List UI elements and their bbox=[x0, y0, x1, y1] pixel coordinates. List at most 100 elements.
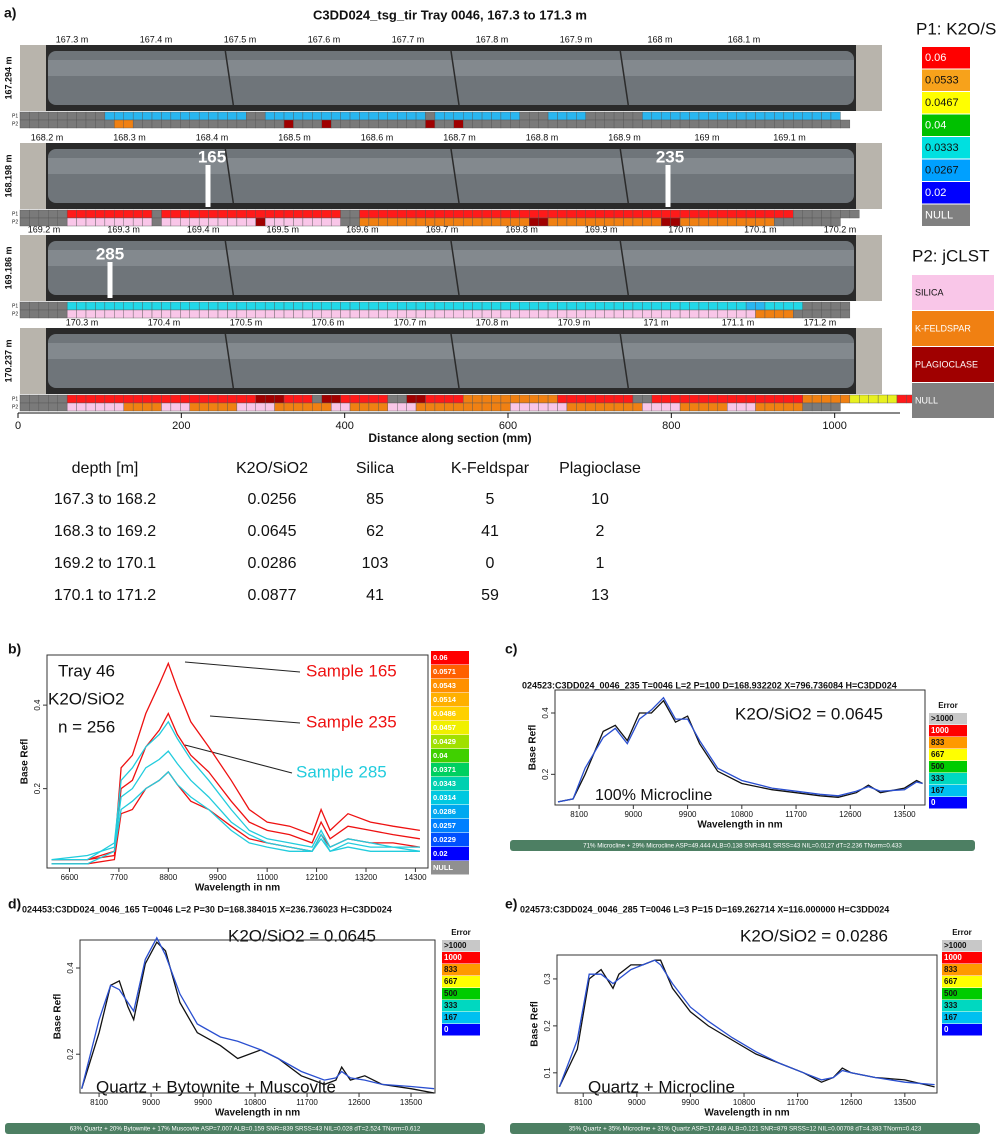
footer-text: 35% Quartz + 35% Microcline + 31% Quartz… bbox=[569, 1126, 922, 1133]
core-crack bbox=[450, 148, 460, 204]
footer-text: 71% Microcline + 29% Microcline ASP=49.4… bbox=[583, 843, 902, 850]
strip-cell bbox=[613, 111, 624, 121]
strip-cell bbox=[811, 217, 822, 227]
strip-cell bbox=[764, 309, 775, 319]
sample-label: Sample 165 bbox=[306, 661, 397, 680]
strip-cell bbox=[378, 111, 388, 121]
strip-cell bbox=[104, 209, 115, 219]
strip-cell bbox=[321, 394, 332, 404]
depth-tick-label: 169.2 m bbox=[28, 224, 61, 234]
strip-cell bbox=[717, 402, 728, 412]
legend-swatch bbox=[922, 69, 970, 91]
y-axis-label: Base Refl bbox=[530, 1001, 541, 1047]
table-cell: 2 bbox=[596, 523, 605, 540]
x-tick-label: 11700 bbox=[296, 1098, 318, 1107]
strip-cell bbox=[425, 119, 436, 129]
strip-cell bbox=[170, 402, 181, 412]
strip-cell bbox=[85, 301, 96, 311]
strip-cell bbox=[378, 394, 388, 404]
annotation: K2O/SiO2 bbox=[48, 689, 125, 708]
strip-cell bbox=[698, 209, 709, 219]
spectrum-line bbox=[558, 959, 935, 1088]
core-crack bbox=[224, 333, 235, 389]
legend-swatch bbox=[922, 137, 970, 159]
strip-cell bbox=[66, 209, 77, 219]
strip-cell bbox=[180, 209, 190, 219]
y-tick-label: 0.3 bbox=[543, 973, 552, 985]
strip-cell bbox=[453, 402, 464, 412]
strip-cell bbox=[57, 402, 68, 412]
table-cell: 0.0645 bbox=[248, 523, 297, 540]
strip-cell bbox=[293, 209, 304, 219]
legend-swatch bbox=[942, 964, 982, 976]
legend-swatch bbox=[942, 940, 982, 952]
strip-cell bbox=[661, 301, 671, 311]
table-cell: 10 bbox=[591, 491, 609, 508]
strip-cell bbox=[538, 301, 549, 311]
strip-cell bbox=[444, 301, 454, 311]
strip-cell bbox=[887, 394, 898, 404]
core-sample bbox=[48, 149, 854, 203]
strip-cell bbox=[142, 402, 153, 412]
strip-cell bbox=[651, 209, 662, 219]
legend-title: P2: jCLST bbox=[912, 246, 989, 265]
strip-cell bbox=[349, 402, 360, 412]
colorbar-swatch bbox=[431, 805, 469, 819]
strip-cell bbox=[510, 301, 520, 311]
spectrum-line bbox=[51, 720, 420, 861]
strip-cell bbox=[217, 402, 228, 412]
strip-cell bbox=[613, 309, 624, 319]
strip-cell bbox=[519, 301, 530, 311]
strip-cell bbox=[38, 119, 49, 129]
strip-cell bbox=[745, 119, 756, 129]
strip-cell bbox=[246, 111, 256, 121]
x-tick-label: 800 bbox=[662, 420, 680, 432]
depth-tick-label: 170.9 m bbox=[558, 317, 591, 327]
x-axis-label: Wavelength in nm bbox=[697, 820, 782, 831]
panel-label: a) bbox=[4, 5, 16, 21]
strip-cell bbox=[274, 119, 285, 129]
strip-cell bbox=[29, 309, 40, 319]
strip-cell bbox=[651, 119, 662, 129]
x-tick-label: 600 bbox=[499, 420, 517, 432]
legend-label: 167 bbox=[444, 1013, 458, 1022]
core-tray-end bbox=[856, 235, 882, 301]
strip-cell bbox=[29, 394, 40, 404]
strip-cell bbox=[236, 111, 247, 121]
strip-cell bbox=[397, 301, 407, 311]
strip-cell bbox=[613, 402, 624, 412]
strip-cell bbox=[387, 402, 398, 412]
legend-swatch bbox=[442, 952, 480, 964]
strip-cell bbox=[349, 394, 360, 404]
annotation-bar bbox=[107, 262, 113, 298]
legend-label: 500 bbox=[944, 989, 958, 998]
annotation: K2O/SiO2 = 0.0286 bbox=[740, 926, 888, 945]
strip-cell bbox=[651, 217, 662, 227]
strip-cell bbox=[189, 394, 200, 404]
strip-cell bbox=[689, 402, 700, 412]
strip-cell bbox=[529, 402, 539, 412]
table-cell: 0.0877 bbox=[248, 587, 297, 604]
strip-cell bbox=[689, 309, 700, 319]
strip-cell bbox=[840, 209, 851, 219]
strip-cell bbox=[114, 111, 124, 121]
legend-swatch bbox=[912, 347, 994, 382]
strip-cell bbox=[302, 301, 313, 311]
legend-swatch bbox=[442, 988, 480, 1000]
strip-cell bbox=[217, 119, 228, 129]
strip-cell bbox=[170, 209, 181, 219]
strip-cell bbox=[727, 217, 737, 227]
legend-label: 0.0267 bbox=[925, 165, 959, 177]
strip-cell bbox=[397, 111, 407, 121]
strip-cell bbox=[519, 209, 530, 219]
strip-cell bbox=[708, 309, 719, 319]
annotation-bar bbox=[665, 165, 671, 207]
strip-cell bbox=[368, 301, 379, 311]
strip-cell bbox=[180, 119, 190, 129]
x-tick-label: 14300 bbox=[404, 873, 427, 882]
core-highlight bbox=[48, 343, 854, 359]
strip-cell bbox=[557, 209, 568, 219]
strip-cell bbox=[708, 111, 719, 121]
strip-cell bbox=[783, 217, 794, 227]
legend-label: SILICA bbox=[915, 287, 944, 297]
